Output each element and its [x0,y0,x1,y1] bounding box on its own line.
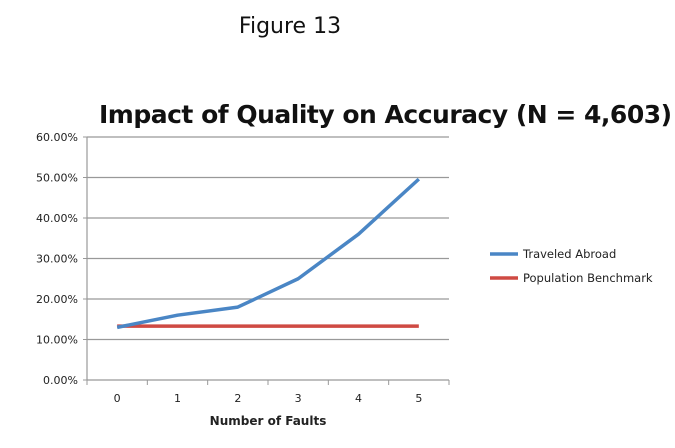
x-tick-label: 3 [295,392,302,405]
x-tick-label: 1 [174,392,181,405]
y-tick-label: 10.00% [36,334,78,347]
x-tick-label: 4 [355,392,362,405]
chart-title: Impact of Quality on Accuracy (N = 4,603… [95,100,675,129]
legend-label: Population Benchmark [523,271,653,285]
y-tick-label: 60.00% [36,131,78,144]
x-tick-label: 0 [114,392,121,405]
y-tick-label: 40.00% [36,212,78,225]
y-tick-label: 20.00% [36,293,78,306]
x-axis-label: Number of Faults [210,414,327,428]
y-tick-label: 50.00% [36,172,78,185]
x-tick-label: 2 [234,392,241,405]
series-line-traveled-abroad [116,177,421,330]
y-tick-label: 30.00% [36,253,78,266]
legend-label: Traveled Abroad [522,247,616,261]
x-tick-label: 5 [415,392,422,405]
y-tick-label: 0.00% [43,374,78,387]
figure-label: Figure 13 [238,14,342,39]
